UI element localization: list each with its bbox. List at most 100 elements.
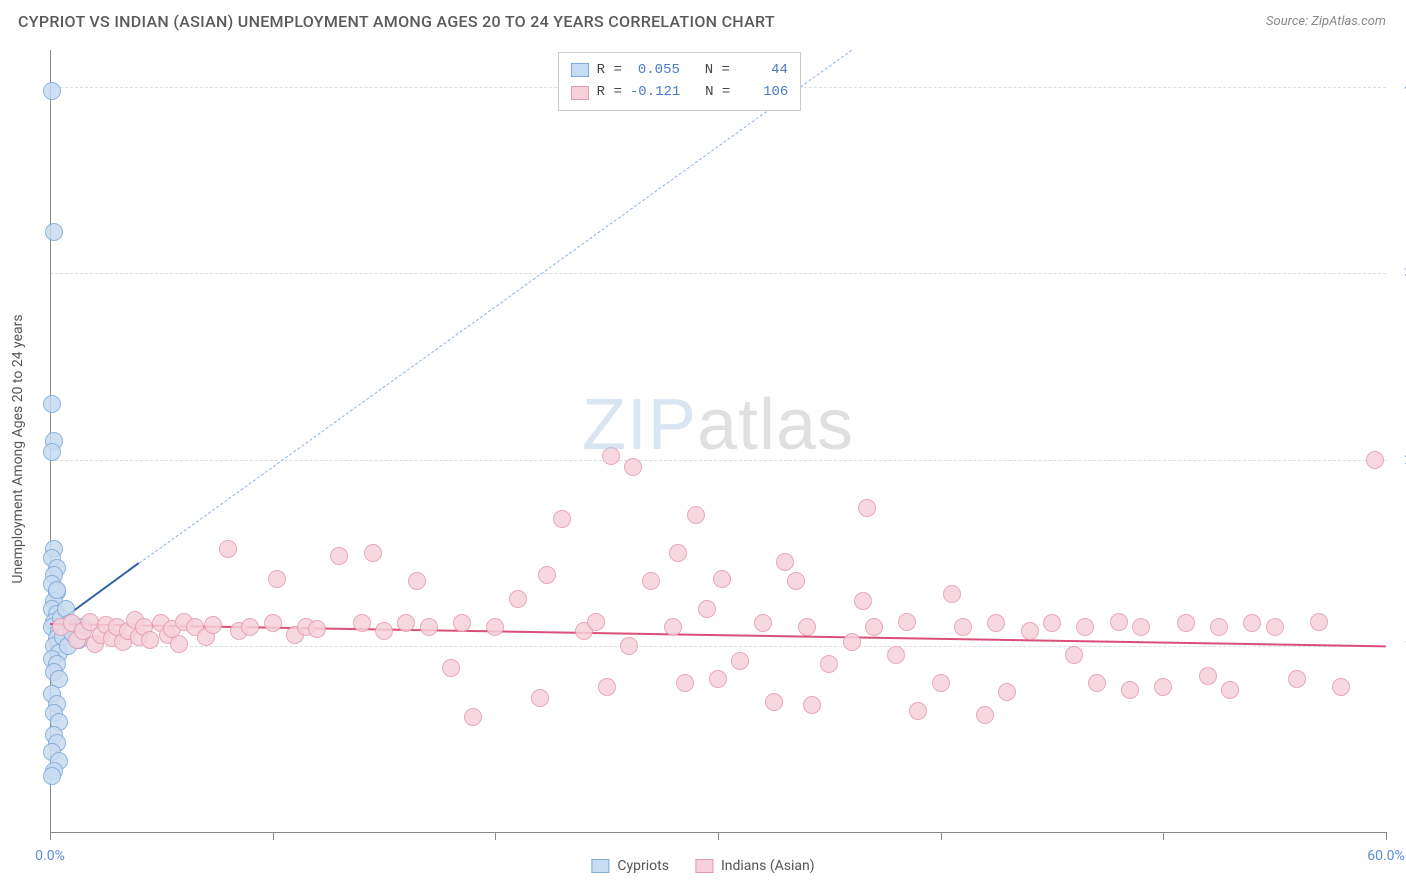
data-point bbox=[553, 510, 571, 528]
x-tick bbox=[718, 832, 719, 840]
n-value: 106 bbox=[738, 81, 788, 103]
data-point bbox=[624, 458, 642, 476]
bottom-legend-item: Cypriots bbox=[591, 858, 669, 874]
data-point bbox=[1088, 674, 1106, 692]
data-point bbox=[1199, 667, 1217, 685]
x-tick bbox=[50, 832, 51, 840]
data-point bbox=[787, 572, 805, 590]
data-point bbox=[998, 683, 1016, 701]
data-point bbox=[486, 618, 504, 636]
data-point bbox=[1332, 678, 1350, 696]
data-point bbox=[43, 443, 61, 461]
y-axis-label: Unemployment Among Ages 20 to 24 years bbox=[10, 314, 26, 583]
r-label: R = bbox=[597, 81, 622, 103]
data-point bbox=[538, 566, 556, 584]
data-point bbox=[45, 223, 63, 241]
data-point bbox=[798, 618, 816, 636]
data-point bbox=[1043, 614, 1061, 632]
legend-swatch bbox=[571, 63, 589, 77]
bottom-legend-item: Indians (Asian) bbox=[695, 858, 815, 874]
data-point bbox=[1076, 618, 1094, 636]
stats-legend-row: R =0.055 N =44 bbox=[571, 59, 789, 81]
gridline bbox=[50, 460, 1386, 461]
data-point bbox=[602, 447, 620, 465]
data-point bbox=[330, 547, 348, 565]
data-point bbox=[1266, 618, 1284, 636]
data-point bbox=[687, 506, 705, 524]
data-point bbox=[843, 633, 861, 651]
x-tick-label: 60.0% bbox=[1367, 848, 1405, 864]
data-point bbox=[698, 600, 716, 618]
data-point bbox=[43, 395, 61, 413]
data-point bbox=[375, 622, 393, 640]
data-point bbox=[1288, 670, 1306, 688]
data-point bbox=[765, 693, 783, 711]
diagonal-reference-line bbox=[50, 50, 852, 628]
data-point bbox=[364, 544, 382, 562]
data-point bbox=[531, 689, 549, 707]
data-point bbox=[141, 631, 159, 649]
data-point bbox=[820, 655, 838, 673]
chart-title: CYPRIOT VS INDIAN (ASIAN) UNEMPLOYMENT A… bbox=[18, 12, 775, 31]
data-point bbox=[1310, 613, 1328, 631]
data-point bbox=[1221, 681, 1239, 699]
r-value: -0.121 bbox=[630, 81, 680, 103]
data-point bbox=[943, 585, 961, 603]
data-point bbox=[587, 613, 605, 631]
stats-legend: R =0.055 N =44R =-0.121 N =106 bbox=[558, 52, 802, 111]
r-label: R = bbox=[597, 59, 622, 81]
source-label: Source: ZipAtlas.com bbox=[1266, 14, 1386, 29]
data-point bbox=[776, 553, 794, 571]
data-point bbox=[264, 614, 282, 632]
data-point bbox=[803, 696, 821, 714]
data-point bbox=[453, 614, 471, 632]
data-point bbox=[909, 702, 927, 720]
legend-label: Indians (Asian) bbox=[721, 858, 815, 874]
data-point bbox=[709, 670, 727, 688]
data-point bbox=[1210, 618, 1228, 636]
data-point bbox=[854, 592, 872, 610]
data-point bbox=[43, 767, 61, 785]
data-point bbox=[976, 706, 994, 724]
data-point bbox=[1154, 678, 1172, 696]
data-point bbox=[754, 614, 772, 632]
x-tick bbox=[941, 832, 942, 840]
data-point bbox=[1243, 614, 1261, 632]
data-point bbox=[620, 637, 638, 655]
data-point bbox=[509, 590, 527, 608]
data-point bbox=[1065, 646, 1083, 664]
data-point bbox=[397, 614, 415, 632]
data-point bbox=[898, 613, 916, 631]
plot-area: 10.0%20.0%30.0%40.0%0.0%60.0% bbox=[50, 50, 1386, 832]
data-point bbox=[887, 646, 905, 664]
data-point bbox=[713, 570, 731, 588]
legend-swatch bbox=[591, 859, 609, 873]
data-point bbox=[420, 618, 438, 636]
legend-swatch bbox=[571, 86, 589, 100]
data-point bbox=[987, 614, 1005, 632]
data-point bbox=[642, 572, 660, 590]
data-point bbox=[353, 614, 371, 632]
data-point bbox=[241, 618, 259, 636]
x-tick bbox=[1386, 832, 1387, 840]
data-point bbox=[219, 540, 237, 558]
stats-legend-row: R =-0.121 N =106 bbox=[571, 81, 789, 103]
data-point bbox=[204, 616, 222, 634]
legend-label: Cypriots bbox=[617, 858, 669, 874]
data-point bbox=[48, 581, 66, 599]
x-tick-label: 0.0% bbox=[35, 848, 65, 864]
data-point bbox=[1366, 451, 1384, 469]
data-point bbox=[464, 708, 482, 726]
legend-swatch bbox=[695, 859, 713, 873]
data-point bbox=[954, 618, 972, 636]
x-tick bbox=[273, 832, 274, 840]
data-point bbox=[43, 82, 61, 100]
n-label: N = bbox=[688, 59, 730, 81]
data-point bbox=[664, 618, 682, 636]
data-point bbox=[268, 570, 286, 588]
data-point bbox=[170, 635, 188, 653]
data-point bbox=[676, 674, 694, 692]
data-point bbox=[731, 652, 749, 670]
gridline bbox=[50, 273, 1386, 274]
n-value: 44 bbox=[738, 59, 788, 81]
